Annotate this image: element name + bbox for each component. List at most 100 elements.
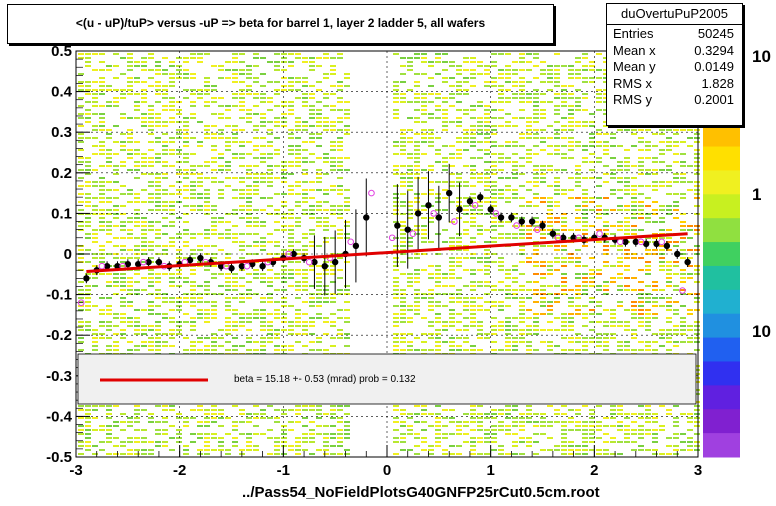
heat-cell bbox=[127, 425, 133, 427]
heat-cell bbox=[239, 233, 245, 235]
heat-cell bbox=[218, 133, 224, 135]
heat-cell bbox=[323, 93, 329, 95]
heat-cell bbox=[498, 321, 504, 323]
heat-cell bbox=[512, 349, 518, 351]
heat-cell bbox=[134, 109, 140, 111]
heat-cell bbox=[477, 285, 483, 287]
heat-cell bbox=[617, 325, 623, 327]
data-point-open bbox=[471, 201, 479, 209]
heat-cell bbox=[127, 129, 133, 131]
heat-cell bbox=[631, 225, 637, 227]
heat-cell bbox=[610, 437, 616, 439]
heat-cell bbox=[218, 233, 224, 235]
heat-cell bbox=[435, 197, 441, 199]
heat-cell bbox=[232, 233, 238, 235]
heat-cell bbox=[127, 89, 133, 91]
heat-cell bbox=[638, 433, 644, 435]
heat-cell bbox=[218, 197, 224, 199]
heat-cell bbox=[281, 69, 287, 71]
heat-cell bbox=[176, 69, 182, 71]
heat-cell bbox=[568, 445, 574, 447]
heat-cell bbox=[211, 301, 217, 303]
heat-cell bbox=[344, 433, 350, 435]
heat-cell bbox=[659, 429, 665, 431]
heat-cell bbox=[561, 261, 567, 263]
heat-cell bbox=[694, 409, 700, 411]
heat-cell bbox=[470, 413, 476, 415]
heat-cell bbox=[148, 309, 154, 311]
heat-cell bbox=[491, 429, 497, 431]
heat-cell bbox=[197, 53, 203, 55]
heat-cell bbox=[470, 237, 476, 239]
heat-cell bbox=[211, 273, 217, 275]
heat-cell bbox=[526, 117, 532, 119]
heat-cell bbox=[393, 85, 399, 87]
heat-cell bbox=[554, 113, 560, 115]
heat-cell bbox=[337, 433, 343, 435]
heat-cell bbox=[176, 129, 182, 131]
heat-cell bbox=[449, 61, 455, 63]
heat-cell bbox=[407, 153, 413, 155]
heat-cell bbox=[211, 233, 217, 235]
heat-cell bbox=[491, 141, 497, 143]
heat-cell bbox=[288, 329, 294, 331]
heat-cell bbox=[526, 341, 532, 343]
heat-cell bbox=[92, 97, 98, 99]
heat-cell bbox=[645, 265, 651, 267]
heat-cell bbox=[267, 329, 273, 331]
heat-cell bbox=[463, 245, 469, 247]
heat-cell bbox=[323, 425, 329, 427]
heat-cell bbox=[624, 285, 630, 287]
heat-cell bbox=[239, 277, 245, 279]
heat-cell bbox=[645, 149, 651, 151]
heat-cell bbox=[491, 409, 497, 411]
heat-cell bbox=[519, 57, 525, 59]
heat-cell bbox=[162, 121, 168, 123]
heat-cell bbox=[582, 325, 588, 327]
heat-cell bbox=[463, 77, 469, 79]
heat-cell bbox=[638, 161, 644, 163]
data-point-open bbox=[616, 238, 624, 246]
heat-cell bbox=[435, 97, 441, 99]
heat-cell bbox=[176, 325, 182, 327]
heat-cell bbox=[246, 141, 252, 143]
heat-cell bbox=[106, 281, 112, 283]
heat-cell bbox=[645, 129, 651, 131]
heat-cell bbox=[120, 185, 126, 187]
heat-cell bbox=[449, 341, 455, 343]
heat-cell bbox=[498, 93, 504, 95]
heat-cell bbox=[575, 217, 581, 219]
heat-cell bbox=[421, 449, 427, 451]
heat-cell bbox=[442, 101, 448, 103]
heat-cell bbox=[421, 269, 427, 271]
heat-cell bbox=[323, 97, 329, 99]
heat-cell bbox=[533, 413, 539, 415]
heat-cell bbox=[393, 169, 399, 171]
heat-cell bbox=[582, 421, 588, 423]
heat-cell bbox=[113, 105, 119, 107]
heat-cell bbox=[666, 205, 672, 207]
heat-cell bbox=[491, 125, 497, 127]
heat-cell bbox=[435, 57, 441, 59]
heat-cell bbox=[456, 173, 462, 175]
heat-cell bbox=[498, 109, 504, 111]
heat-cell bbox=[645, 329, 651, 331]
heat-cell bbox=[505, 121, 511, 123]
heat-cell bbox=[239, 61, 245, 63]
heat-cell bbox=[519, 289, 525, 291]
heat-cell bbox=[694, 161, 700, 163]
heat-cell bbox=[288, 213, 294, 215]
heat-cell bbox=[442, 417, 448, 419]
heat-cell bbox=[190, 57, 196, 59]
heat-cell bbox=[197, 317, 203, 319]
heat-cell bbox=[85, 321, 91, 323]
heat-cell bbox=[659, 181, 665, 183]
heat-cell bbox=[477, 337, 483, 339]
heat-cell bbox=[505, 89, 511, 91]
heat-cell bbox=[288, 153, 294, 155]
heat-cell bbox=[498, 169, 504, 171]
heat-cell bbox=[589, 321, 595, 323]
heat-cell bbox=[155, 345, 161, 347]
heat-cell bbox=[344, 73, 350, 75]
heat-cell bbox=[92, 405, 98, 407]
